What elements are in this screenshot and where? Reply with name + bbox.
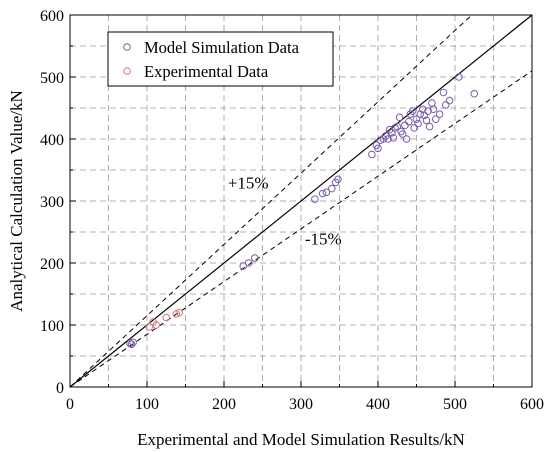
y-tick-label: 100 bbox=[40, 318, 64, 335]
model-simulation-data-point bbox=[445, 96, 454, 105]
experimental-data-point bbox=[145, 323, 154, 331]
y-tick-label: 500 bbox=[40, 70, 64, 87]
x-tick-label: 500 bbox=[443, 396, 467, 413]
x-tick-label: 200 bbox=[212, 396, 236, 413]
model-simulation-data-point bbox=[328, 184, 336, 193]
model-simulation-data-point bbox=[384, 135, 392, 143]
model-simulation-data-point bbox=[244, 259, 253, 267]
y-tick-label: 200 bbox=[40, 256, 64, 273]
legend-marker-model-simulation-data bbox=[123, 43, 131, 51]
model-simulation-data-point bbox=[420, 111, 429, 120]
experimental-data-point bbox=[162, 313, 171, 322]
x-tick-label: 100 bbox=[135, 396, 159, 413]
model-simulation-data-point bbox=[405, 117, 413, 126]
data-points bbox=[126, 73, 479, 349]
model-simulation-data-point bbox=[424, 107, 432, 115]
model-simulation-data-point bbox=[431, 115, 440, 123]
y-axis-label: Analytical Calculation Value/kN bbox=[7, 90, 26, 312]
legend-label-experimental-data: Experimental Data bbox=[144, 62, 269, 81]
model-simulation-data-point bbox=[389, 133, 398, 142]
experimental-data-point bbox=[175, 308, 184, 317]
x-axis: 0 100 200 300 400 500 600 bbox=[66, 381, 544, 413]
legend-label-model-simulation-data: Model Simulation Data bbox=[144, 38, 300, 57]
model-simulation-data-point bbox=[425, 122, 434, 131]
model-simulation-data-point bbox=[428, 99, 436, 107]
model-simulation-data-point bbox=[368, 150, 376, 159]
legend-box bbox=[107, 31, 334, 87]
model-simulation-data-point bbox=[374, 144, 382, 153]
model-simulation-data-point bbox=[422, 116, 431, 125]
legend: Model Simulation Data Experimental Data bbox=[107, 31, 334, 87]
model-simulation-data-point bbox=[410, 124, 418, 132]
x-tick-label: 300 bbox=[289, 396, 313, 413]
model-simulation-data-point bbox=[408, 107, 417, 115]
model-simulation-data-point bbox=[455, 73, 463, 81]
x-axis-label: Experimental and Model Simulation Result… bbox=[137, 430, 465, 449]
y-tick-label: 400 bbox=[40, 132, 64, 149]
model-simulation-data-point bbox=[414, 119, 422, 128]
model-simulation-data-point bbox=[129, 338, 137, 347]
model-simulation-data-point bbox=[127, 340, 136, 349]
model-simulation-data-point bbox=[416, 110, 425, 118]
model-simulation-data-point bbox=[441, 101, 450, 109]
model-simulation-data-point bbox=[439, 88, 448, 97]
y-tick-label: 300 bbox=[40, 194, 64, 211]
model-simulation-data-point bbox=[435, 110, 444, 118]
model-simulation-data-point bbox=[318, 189, 327, 198]
model-simulation-data-point bbox=[334, 175, 342, 184]
y-axis: 0 100 200 300 400 500 600 bbox=[40, 8, 76, 397]
annotations: +15% -15% bbox=[228, 174, 342, 249]
reference-line-15 bbox=[69, 14, 473, 388]
x-tick-label: 600 bbox=[520, 396, 544, 413]
model-simulation-data-point bbox=[251, 254, 259, 262]
model-simulation-data-point bbox=[322, 188, 331, 197]
model-simulation-data-point bbox=[395, 113, 404, 122]
model-simulation-data-point bbox=[401, 121, 409, 130]
model-simulation-data-point bbox=[402, 135, 411, 143]
model-simulation-data-point bbox=[311, 195, 319, 203]
model-simulation-data-point bbox=[393, 122, 402, 131]
model-simulation-data-point bbox=[429, 105, 438, 114]
model-simulation-data-point bbox=[470, 89, 479, 98]
legend-marker-experimental-data bbox=[123, 67, 131, 75]
model-simulation-data-point bbox=[398, 130, 407, 138]
y-tick-label: 0 bbox=[56, 380, 64, 397]
annotation-label: +15% bbox=[228, 174, 269, 193]
x-tick-label: 400 bbox=[366, 396, 390, 413]
experimental-data-point bbox=[152, 321, 161, 329]
x-tick-label: 0 bbox=[66, 396, 74, 413]
model-simulation-data-point bbox=[412, 115, 421, 123]
y-tick-label: 600 bbox=[40, 8, 64, 25]
reference-line-15 bbox=[69, 70, 533, 388]
annotation-label: -15% bbox=[305, 229, 342, 248]
